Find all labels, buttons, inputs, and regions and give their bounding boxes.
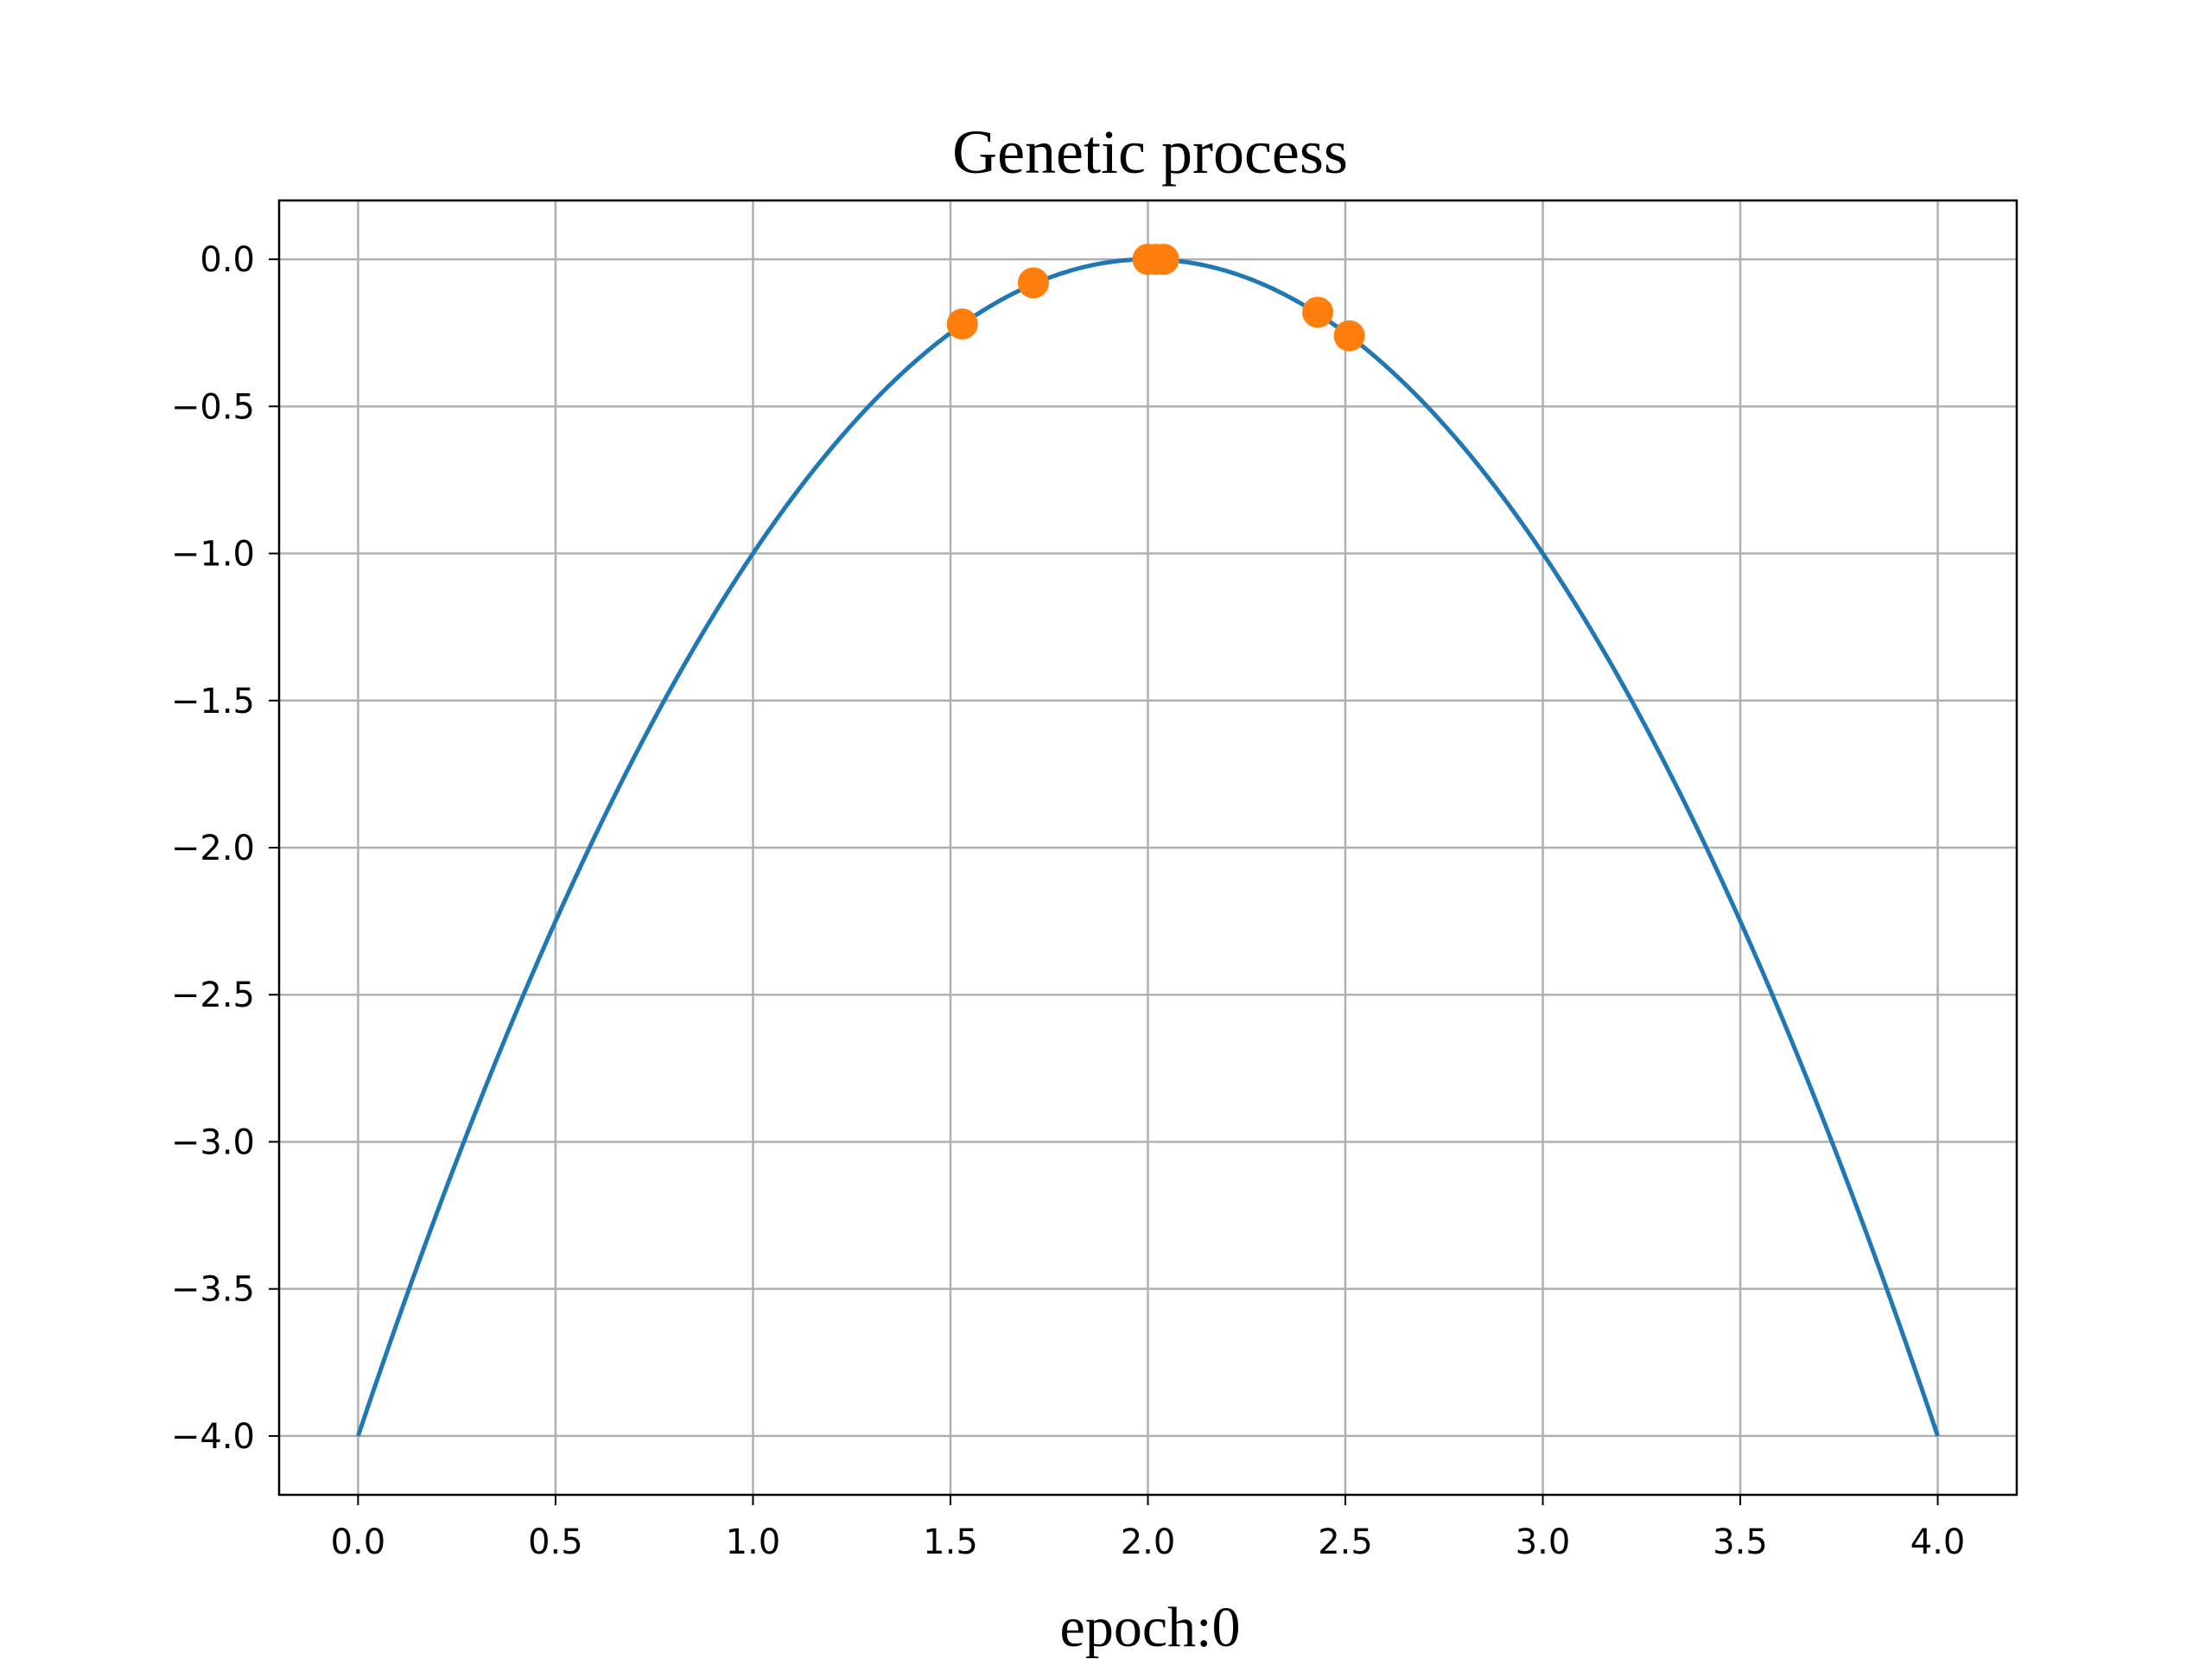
x-tick-label-1: 0.5 [528, 1522, 583, 1562]
population-point-4 [1147, 244, 1179, 276]
x-tick-label-8: 4.0 [1910, 1522, 1966, 1562]
x-tick-label-3: 1.5 [923, 1522, 978, 1562]
population-point-5 [1302, 296, 1334, 328]
x-tick-label-2: 1.0 [726, 1522, 781, 1562]
y-tick-label-0: 0.0 [200, 240, 255, 280]
y-tick-label-1: −0.5 [171, 387, 255, 427]
population-point-6 [1333, 320, 1365, 352]
population-point-1 [1017, 267, 1049, 299]
x-axis-label: epoch:0 [1060, 1596, 1241, 1659]
chart-title: Genetic process [952, 118, 1348, 187]
population-points [946, 244, 1365, 352]
y-tick-label-5: −2.5 [171, 976, 255, 1015]
y-tick-label-6: −3.0 [171, 1122, 255, 1162]
x-tick-label-7: 3.5 [1713, 1522, 1768, 1562]
x-axis-ticks: 0.0 0.5 1.0 1.5 2.0 2.5 3.0 3.5 4.0 [331, 1495, 1966, 1562]
x-tick-label-5: 2.5 [1318, 1522, 1373, 1562]
y-tick-label-2: −1.0 [171, 535, 255, 575]
y-tick-label-4: −2.0 [171, 829, 255, 868]
y-axis-ticks: 0.0 −0.5 −1.0 −1.5 −2.0 −2.5 −3.0 −3.5 −4.0 [171, 240, 279, 1457]
y-tick-label-3: −1.5 [171, 682, 255, 721]
population-point-0 [946, 308, 978, 340]
x-tick-label-0: 0.0 [331, 1522, 386, 1562]
x-tick-label-4: 2.0 [1121, 1522, 1176, 1562]
grid-lines [279, 200, 2017, 1495]
y-tick-label-7: −3.5 [171, 1270, 255, 1310]
x-tick-label-6: 3.0 [1516, 1522, 1571, 1562]
y-tick-label-8: −4.0 [171, 1417, 255, 1457]
